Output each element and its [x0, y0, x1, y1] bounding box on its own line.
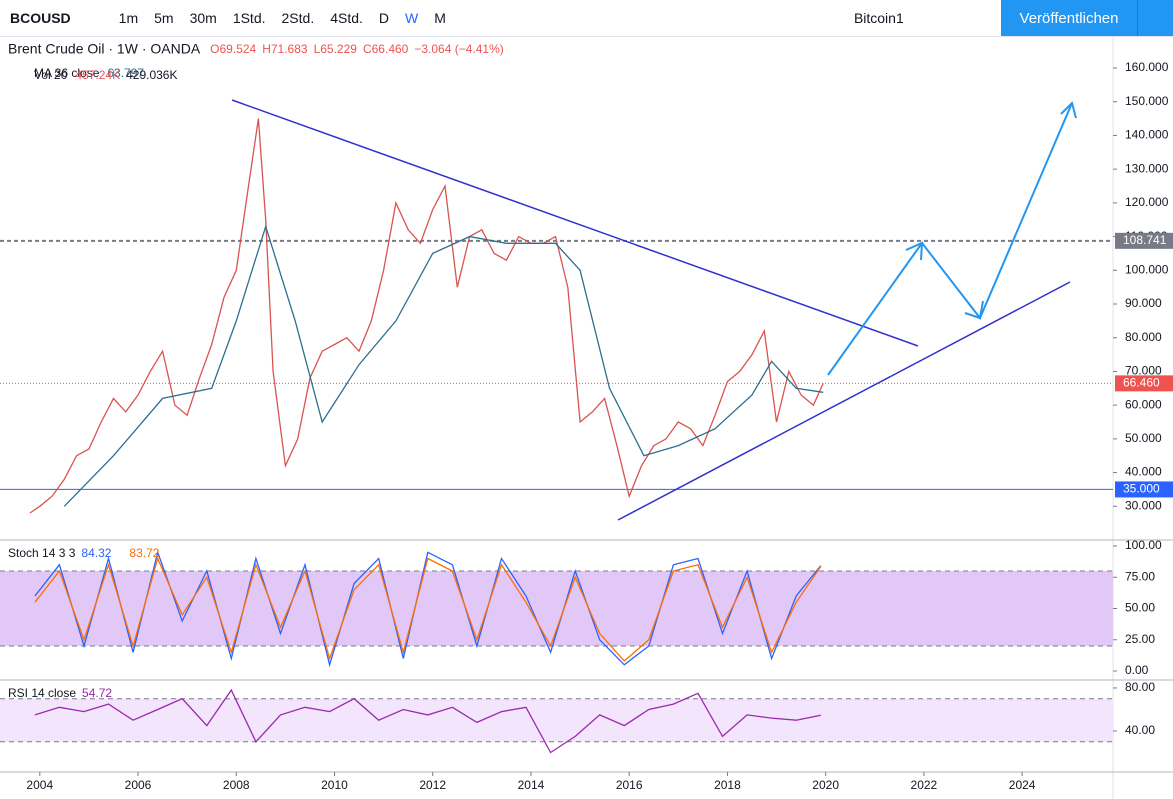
trend-line	[231, 99, 919, 347]
series-line	[63, 224, 824, 507]
interval[interactable]: 1m	[118, 10, 139, 26]
y-tick-label: 100.000	[1125, 262, 1169, 276]
interval[interactable]: 2Std.	[281, 10, 315, 26]
legend-value: 84.32	[81, 546, 111, 560]
interval[interactable]: 4Std.	[330, 10, 363, 26]
legend-name: MA 36 close	[34, 66, 100, 80]
y-tick-label: 130.000	[1125, 161, 1169, 175]
price-label: 108.741	[1123, 233, 1167, 247]
y-tick-label: 160.000	[1125, 60, 1169, 74]
legend-value: 63.797	[107, 66, 144, 80]
x-tick-label: 2010	[321, 778, 348, 792]
publish-menu[interactable]	[1137, 0, 1173, 36]
price-label-box	[1115, 481, 1173, 498]
interval[interactable]: D	[378, 10, 390, 26]
y-tick-label: 0.00	[1125, 663, 1149, 677]
publish-button[interactable]: Veröffentlichen	[1001, 0, 1137, 36]
y-tick-label: 25.00	[1125, 632, 1155, 646]
arrow-head	[905, 241, 924, 261]
x-tick-label: 2024	[1009, 778, 1036, 792]
x-tick-label: 2018	[714, 778, 741, 792]
interval[interactable]: 30m	[189, 10, 217, 26]
legend-value: 54.72	[82, 686, 112, 700]
series-line	[34, 688, 821, 754]
legend-value: 83.72	[129, 546, 159, 560]
y-tick-label: 50.00	[1125, 601, 1155, 615]
legend-title: Stoch 14 3 3	[8, 546, 76, 560]
price-label: 66.460	[1123, 376, 1160, 390]
y-tick-label: 40.000	[1125, 465, 1162, 479]
series-line	[34, 550, 822, 668]
x-tick-label: 2004	[26, 778, 53, 792]
x-tick-label: 2020	[812, 778, 839, 792]
x-tick-label: 2006	[125, 778, 152, 792]
y-tick-label: 100.00	[1125, 538, 1162, 552]
y-tick-label: 60.000	[1125, 397, 1162, 411]
volume-value: 429.036K	[126, 68, 177, 82]
x-tick-label: 2012	[419, 778, 446, 792]
band	[0, 698, 1113, 742]
interval[interactable]: 1Std.	[232, 10, 266, 26]
y-tick-label: 70.000	[1125, 364, 1162, 378]
y-tick-label: 75.00	[1125, 569, 1155, 583]
volume-value: 457.24K	[75, 68, 120, 82]
y-tick-label: 140.000	[1125, 128, 1169, 142]
arrow-head	[964, 300, 984, 320]
arrow-head	[1060, 101, 1077, 119]
y-tick-label: 80.000	[1125, 330, 1162, 344]
x-tick-label: 2014	[518, 778, 545, 792]
layout[interactable]: Bitcoin1	[853, 10, 904, 26]
y-tick-label: 90.000	[1125, 296, 1162, 310]
y-tick-label: 30.000	[1125, 498, 1162, 512]
interval[interactable]: W	[405, 10, 419, 26]
interval[interactable]: 5m	[154, 10, 174, 26]
ohlc-value: L65.229	[314, 42, 358, 56]
interval[interactable]: M	[434, 10, 446, 26]
x-tick-label: 2022	[911, 778, 938, 792]
y-tick-label: 120.000	[1125, 195, 1169, 209]
legend-title: Brent Crude Oil · 1W · OANDA	[8, 41, 201, 57]
trend-line	[617, 281, 1071, 521]
y-tick-label: 80.00	[1125, 680, 1155, 694]
symbol[interactable]: BCOUSD	[10, 10, 71, 26]
intervals: 1m 5m 30m 1Std. 2Std. 4Std. D W M	[111, 10, 454, 26]
y-tick-label: 150.000	[1125, 94, 1169, 108]
price-label-box	[1115, 375, 1173, 392]
toolbar: BCOUSD 1m 5m 30m 1Std. 2Std. 4Std. D W M Bitcoin…	[0, 0, 1173, 37]
y-tick-label: 40.00	[1125, 723, 1155, 737]
price-label: 35.000	[1123, 482, 1160, 496]
ohlc-value: −3.064 (−4.41%)	[414, 42, 503, 56]
ohlc-value: C66.460	[363, 42, 409, 56]
series-line	[29, 118, 824, 514]
series-line	[34, 556, 822, 662]
y-tick-label: 50.000	[1125, 431, 1162, 445]
x-tick-label: 2008	[223, 778, 250, 792]
drawings	[231, 99, 1077, 521]
price-label-box	[1115, 232, 1173, 249]
legend-title: RSI 14 close	[8, 686, 76, 700]
ohlc-value: H71.683	[262, 42, 308, 56]
ohlc-value: O69.524	[210, 42, 256, 56]
x-tick-label: 2016	[616, 778, 643, 792]
chart: 160.000150.000140.000130.000120.000110.0…	[0, 36, 1173, 799]
volume-name: Vol 20	[34, 68, 68, 82]
forecast-path	[827, 102, 1073, 376]
